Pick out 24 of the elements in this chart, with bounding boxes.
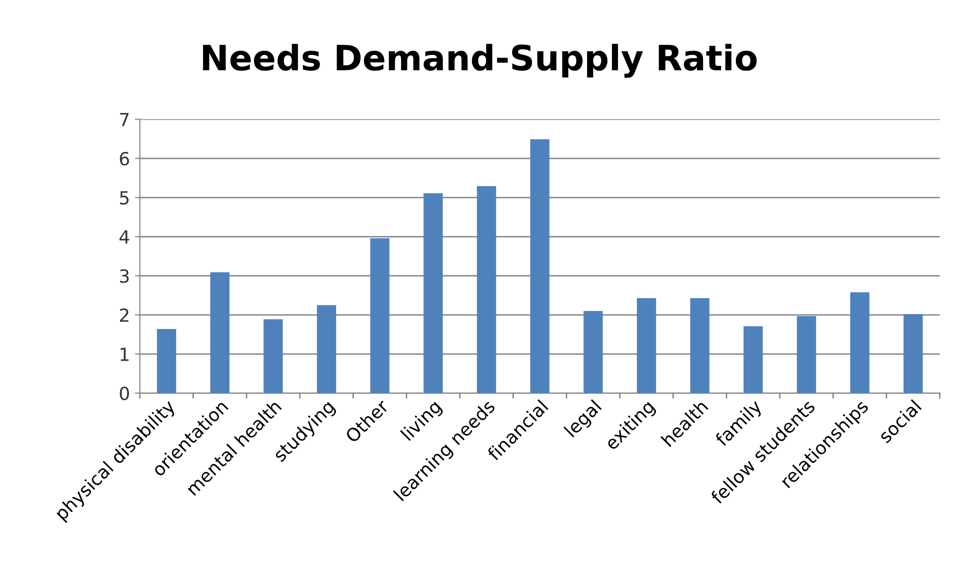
chart-title: Needs Demand-Supply Ratio [203,44,757,78]
bar [904,314,923,394]
bar [210,272,230,394]
bar [690,298,710,394]
bar [744,326,763,394]
y-tick-label: 1 [120,348,128,361]
bar [584,310,603,394]
y-tick-label: 7 [120,112,129,126]
bar [796,316,816,394]
bar [264,319,283,394]
y-tick-label: 6 [120,152,130,166]
bar [370,238,390,394]
bar [156,328,176,394]
y-tick-label: 4 [120,230,130,244]
y-tick-label: 0 [120,386,129,400]
bar [850,292,870,394]
bar [316,305,336,394]
y-tick-label: 2 [120,308,128,322]
bar [530,139,550,394]
bar [476,186,496,394]
bar [424,193,443,394]
bar [636,298,656,394]
y-tick-label: 5 [120,191,129,205]
y-tick-label: 3 [120,269,129,283]
